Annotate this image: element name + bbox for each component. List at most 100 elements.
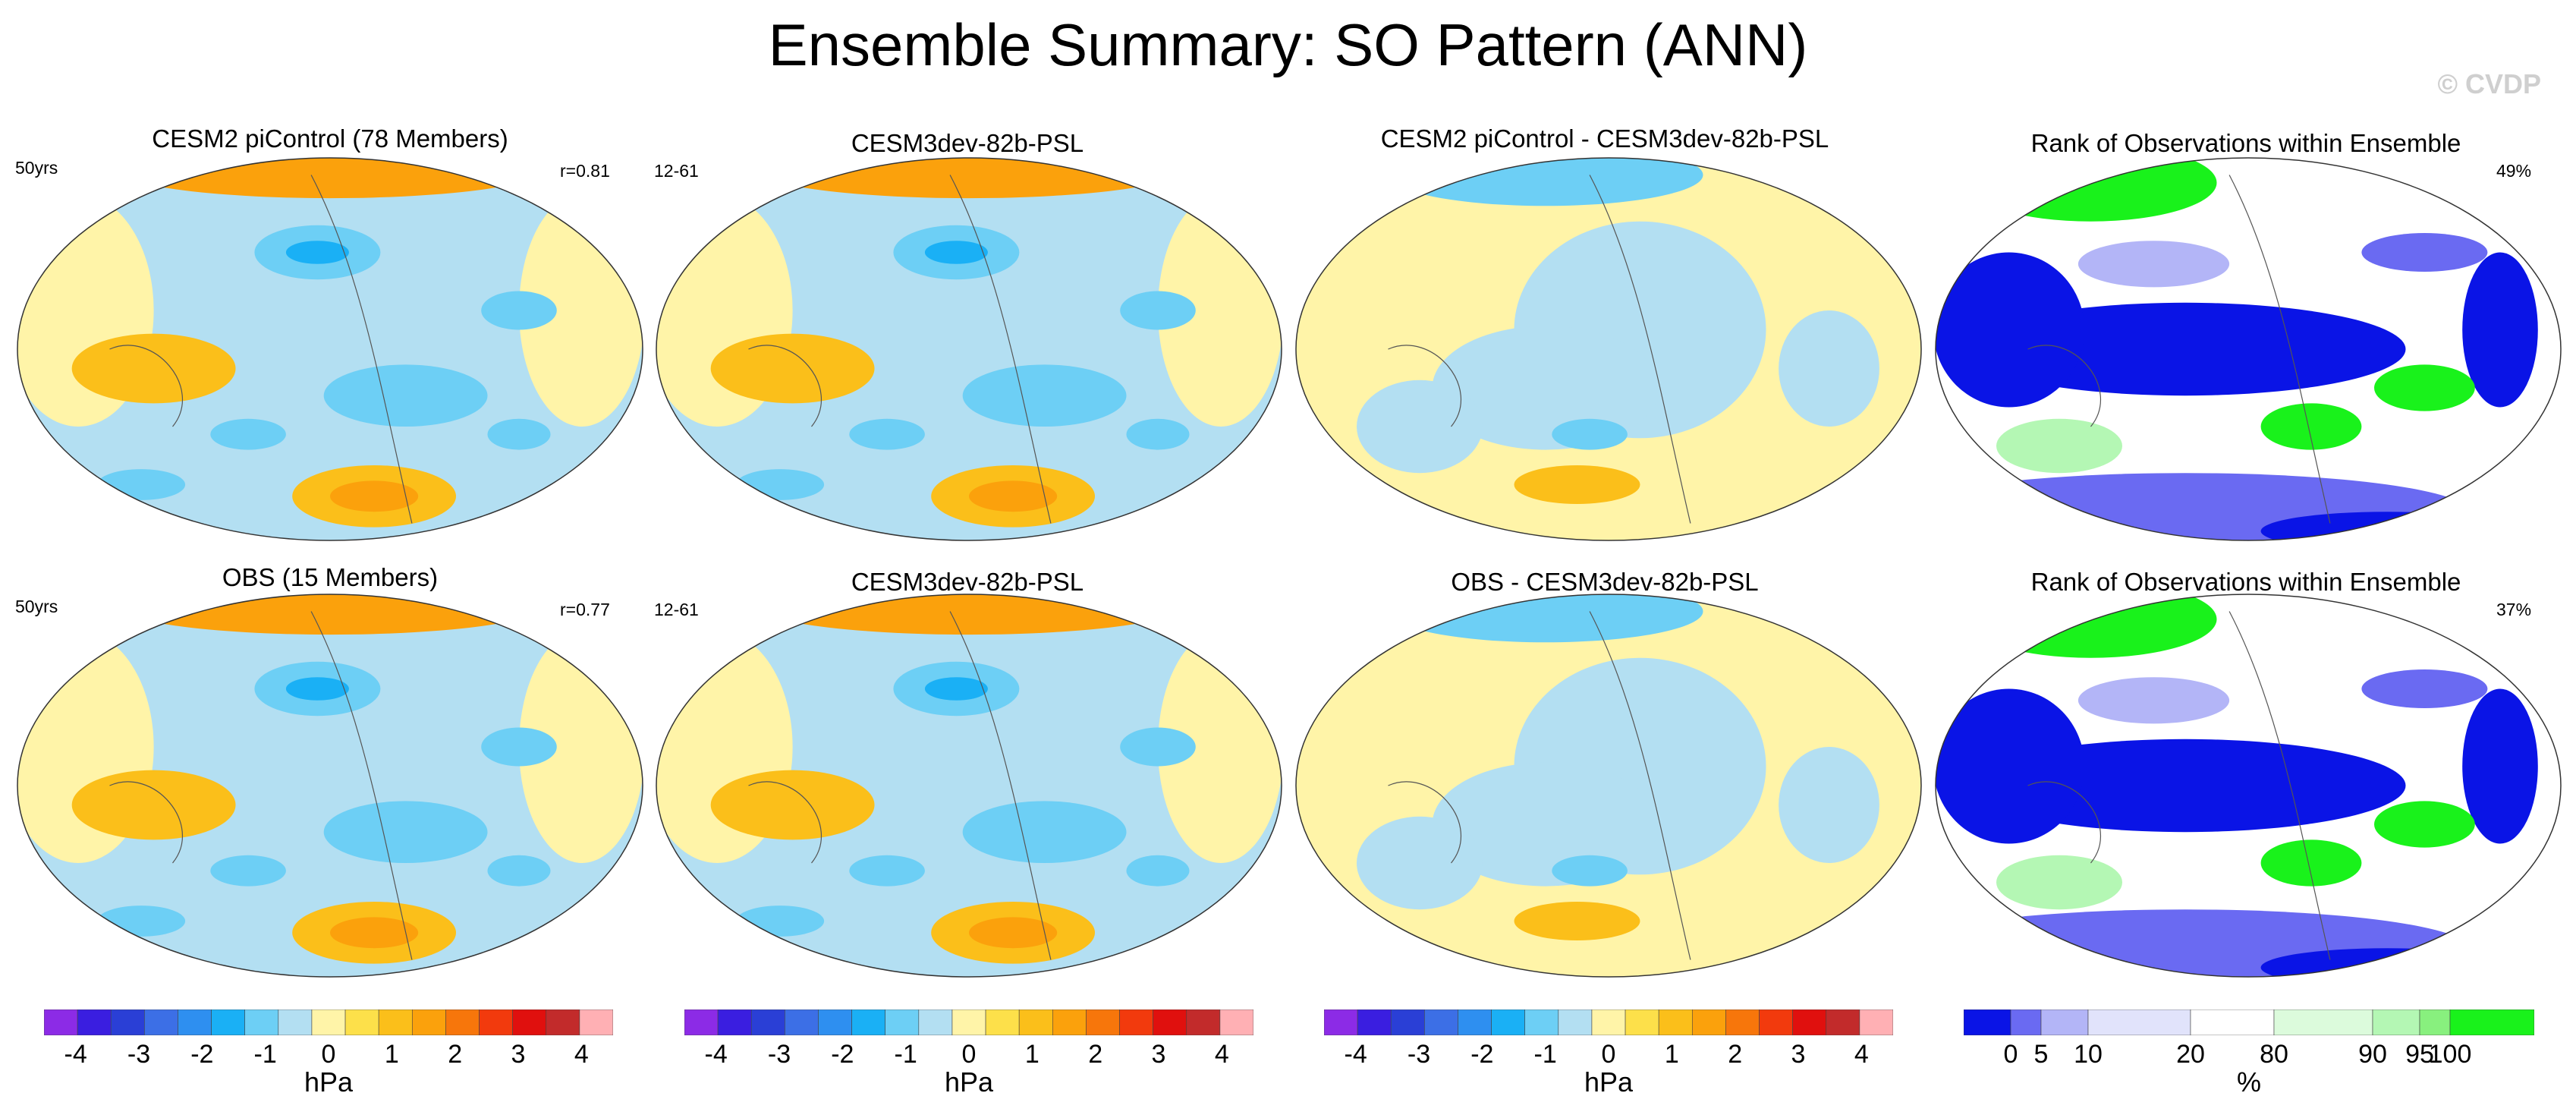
- map-region: [210, 418, 286, 450]
- coastline: [1589, 175, 1691, 524]
- colorbar-tick-label: -2: [1470, 1040, 1494, 1069]
- panel-right-label: 37%: [2496, 600, 2532, 619]
- map-border: [656, 594, 1282, 978]
- colorbar-swatch: [1018, 1009, 1053, 1035]
- panel-title: Rank of Observations within Ensemble: [2030, 568, 2461, 596]
- map-rank-observations: [1935, 157, 2562, 541]
- map-border: [17, 594, 643, 978]
- map-region: [748, 158, 1190, 199]
- colorbar-swatch: [546, 1009, 580, 1035]
- map-region: [2361, 669, 2488, 708]
- colorbar-swatch: [110, 1009, 145, 1035]
- coastline: [310, 175, 413, 524]
- colorbar-swatch: [1792, 1009, 1827, 1035]
- colorbar-tick-label: 95: [2405, 1040, 2434, 1069]
- map-border: [1935, 594, 2562, 978]
- colorbar-swatch: [2273, 1009, 2373, 1035]
- colorbar-tick-label: 0: [961, 1040, 977, 1069]
- panel-left-label: 12-61: [654, 161, 699, 181]
- colorbar-swatch: [44, 1009, 78, 1035]
- colorbar-swatch: [2190, 1009, 2275, 1035]
- colorbar-swatch: [211, 1009, 246, 1035]
- map-region: [1432, 762, 1659, 887]
- colorbar-tick-label: 1: [384, 1040, 399, 1069]
- map-region: [962, 364, 1127, 427]
- colorbar-unit: hPa: [944, 1066, 994, 1098]
- panel-right-label: r=0.77: [560, 600, 610, 619]
- colorbar-swatch: [818, 1009, 852, 1035]
- panel-left-label: 50yrs: [15, 597, 58, 616]
- colorbar-tick-label: 4: [1214, 1040, 1229, 1069]
- map-region: [1120, 291, 1196, 330]
- colorbar-hpa: [1324, 1009, 1893, 1035]
- map-region: [969, 480, 1058, 512]
- map-region: [2462, 688, 2538, 844]
- map-region: [849, 418, 925, 450]
- colorbar-tick-label: 20: [2176, 1040, 2205, 1069]
- colorbar-swatch: [344, 1009, 379, 1035]
- colorbar-swatch: [2010, 1009, 2042, 1035]
- colorbar-tick-label: 0: [321, 1040, 336, 1069]
- map-region: [109, 594, 551, 635]
- colorbar-swatch: [1424, 1009, 1458, 1035]
- map-region: [1779, 747, 1879, 863]
- colorbar-tick-label: 0: [2003, 1040, 2018, 1069]
- colorbar-swatch: [512, 1009, 547, 1035]
- map-region: [2260, 839, 2362, 887]
- map-region: [849, 855, 925, 887]
- colorbar-swatch: [1119, 1009, 1153, 1035]
- colorbar-tick-label: -2: [831, 1040, 854, 1069]
- colorbar-swatch: [2372, 1009, 2420, 1035]
- colorbar-swatch: [1086, 1009, 1120, 1035]
- map-region: [481, 727, 557, 767]
- colorbar-tick-label: 10: [2074, 1040, 2103, 1069]
- colorbar-tick-label: 90: [2358, 1040, 2387, 1069]
- colorbar-tick-label: 2: [448, 1040, 463, 1069]
- coastline: [949, 611, 1052, 960]
- colorbar-swatch: [1390, 1009, 1425, 1035]
- panel-title: Rank of Observations within Ensemble: [2030, 129, 2461, 157]
- colorbar-swatch: [1859, 1009, 1893, 1035]
- map-region: [1126, 855, 1190, 887]
- map-region: [1936, 688, 2085, 844]
- panel-title: CESM2 piControl - CESM3dev-82b-PSL: [1380, 124, 1829, 153]
- colorbar-swatch: [178, 1009, 212, 1035]
- colorbar-swatch: [1658, 1009, 1693, 1035]
- colorbar-tick-label: -4: [1344, 1040, 1367, 1069]
- colorbar-tick-label: -3: [127, 1040, 151, 1069]
- coastline: [2027, 781, 2101, 864]
- colorbar-tick-label: -1: [253, 1040, 277, 1069]
- map-difference-obs-cesm3dev: [1295, 594, 1922, 978]
- map-rank-observations: [1935, 594, 2562, 978]
- colorbar-tick-label: -4: [704, 1040, 728, 1069]
- map-region: [1996, 855, 2122, 910]
- map-region: [1779, 310, 1879, 427]
- colorbar-hpa: [44, 1009, 613, 1035]
- map-region: [1514, 465, 1640, 504]
- colorbar-swatch: [918, 1009, 953, 1035]
- panel-right-label: r=0.81: [560, 161, 610, 181]
- colorbar-swatch: [1524, 1009, 1559, 1035]
- colorbar-swatch: [1219, 1009, 1253, 1035]
- colorbar-swatch: [378, 1009, 413, 1035]
- panel-title: CESM2 piControl (78 Members): [152, 124, 508, 153]
- colorbar-swatch: [1324, 1009, 1358, 1035]
- map-region: [1120, 727, 1196, 767]
- colorbar-tick-label: 3: [1791, 1040, 1806, 1069]
- map-region: [1552, 855, 1628, 887]
- coastline: [1388, 781, 1461, 864]
- panel-title: CESM3dev-82b-PSL: [851, 129, 1084, 157]
- colorbar-swatch: [244, 1009, 279, 1035]
- map-border: [1935, 157, 2562, 541]
- map-region: [2361, 233, 2488, 272]
- coastline: [1589, 611, 1691, 960]
- map-border: [656, 157, 1282, 541]
- colorbar-tick-label: -3: [1407, 1040, 1431, 1069]
- colorbar-swatch: [2419, 1009, 2451, 1035]
- map-border: [1295, 594, 1922, 978]
- coastline: [109, 345, 183, 427]
- coastline: [2228, 175, 2331, 524]
- map-region: [481, 291, 557, 330]
- colorbar-percent: [1964, 1009, 2534, 1035]
- colorbar-swatch: [1186, 1009, 1221, 1035]
